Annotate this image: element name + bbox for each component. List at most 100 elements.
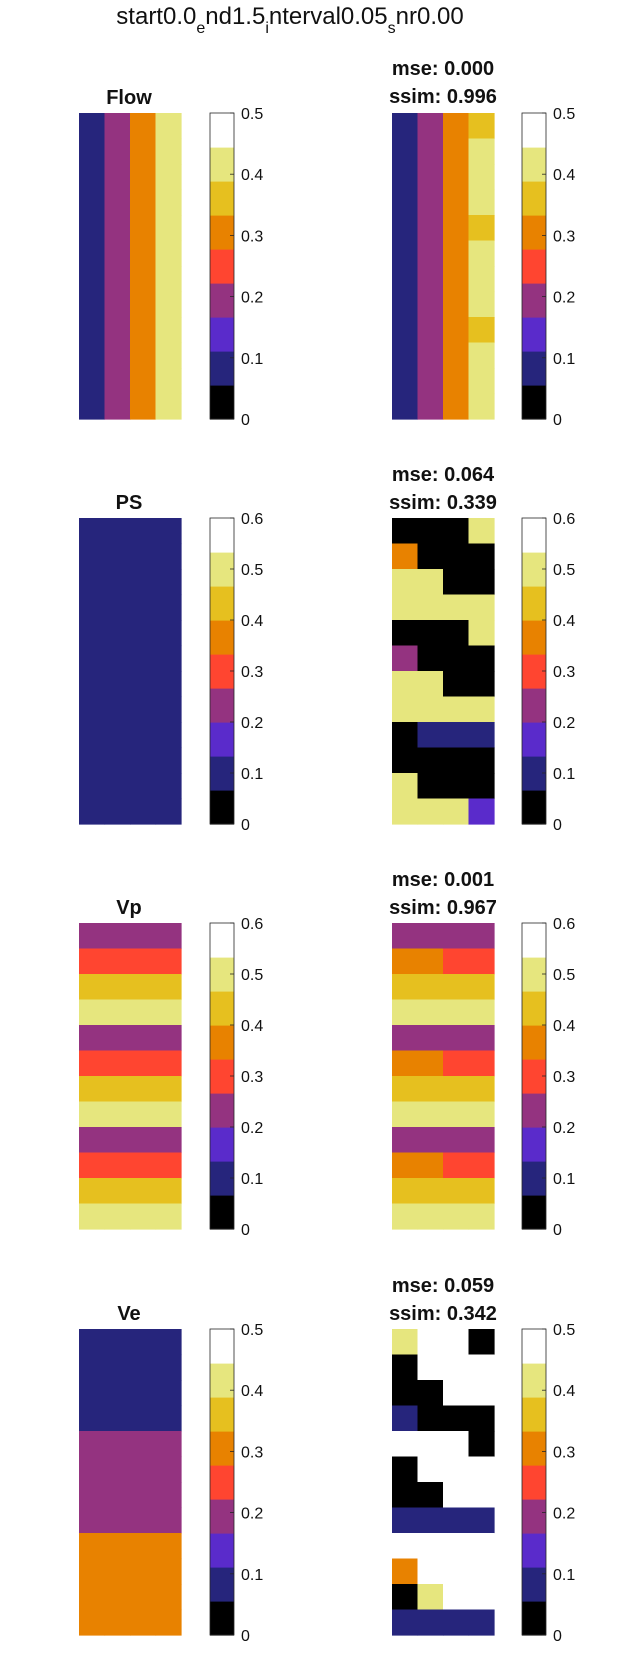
colorbar-tick-label: 0.1 bbox=[241, 351, 263, 368]
heatmap-cell bbox=[130, 240, 157, 267]
heatmap-cell bbox=[392, 645, 419, 672]
heatmap-cell bbox=[79, 393, 106, 420]
colorbar-swatch bbox=[522, 1465, 546, 1500]
heatmap-cell bbox=[130, 747, 157, 774]
heatmap-cell bbox=[79, 1482, 106, 1509]
heatmap-cell bbox=[468, 1152, 495, 1179]
heatmap-cell bbox=[130, 1507, 157, 1534]
heatmap-cell bbox=[79, 594, 106, 621]
heatmap-cell bbox=[130, 569, 157, 596]
heatmap-cell bbox=[468, 215, 495, 242]
colorbar-swatch bbox=[210, 586, 234, 621]
heatmap-cell bbox=[155, 291, 182, 318]
heatmap-cell bbox=[130, 999, 157, 1026]
heatmap-cell bbox=[392, 1025, 419, 1052]
heatmap-cell bbox=[79, 543, 106, 570]
heatmap-cell bbox=[443, 999, 470, 1026]
heatmap-cell bbox=[417, 1584, 444, 1611]
heatmap-cell bbox=[155, 113, 182, 140]
heatmap-cell bbox=[130, 518, 157, 545]
panel-mse: mse: 0.000 bbox=[392, 58, 494, 80]
colorbar-swatch bbox=[522, 991, 546, 1026]
heatmap-cell bbox=[468, 1431, 495, 1458]
heatmap-cell bbox=[79, 747, 106, 774]
colorbar-swatch bbox=[210, 1465, 234, 1500]
heatmap-cell bbox=[417, 923, 444, 950]
heatmap-cell bbox=[392, 113, 419, 140]
colorbar-tick-label: 0.4 bbox=[553, 167, 575, 184]
heatmap-cell bbox=[155, 1354, 182, 1381]
heatmap-cell bbox=[104, 1152, 131, 1179]
heatmap-cell bbox=[392, 1354, 419, 1381]
heatmap-cell bbox=[155, 594, 182, 621]
heatmap-cell bbox=[155, 164, 182, 191]
colorbar-swatch bbox=[522, 1363, 546, 1398]
heatmap-cell bbox=[392, 368, 419, 395]
heatmap-cell bbox=[468, 1584, 495, 1611]
heatmap-cell bbox=[130, 368, 157, 395]
heatmap-cell bbox=[155, 1101, 182, 1128]
heatmap-cell bbox=[392, 773, 419, 800]
heatmap-flow-truth bbox=[79, 113, 182, 420]
heatmap-cell bbox=[79, 215, 106, 242]
heatmap-cell bbox=[468, 393, 495, 420]
heatmap-cell bbox=[417, 266, 444, 293]
heatmap-cell bbox=[443, 317, 470, 344]
colorbar-swatch bbox=[210, 1025, 234, 1060]
heatmap-cell bbox=[155, 1380, 182, 1407]
heatmap-cell bbox=[104, 543, 131, 570]
colorbar-frame bbox=[521, 112, 547, 420]
heatmap-cell bbox=[104, 393, 131, 420]
figure-title-subscript: e bbox=[196, 20, 205, 37]
heatmap-cell bbox=[79, 368, 106, 395]
colorbar-ps-estimate: 0 0.1 0.2 0.3 0.4 0.5 0.6 bbox=[521, 511, 575, 834]
heatmap-cell bbox=[417, 189, 444, 216]
heatmap-cell bbox=[468, 974, 495, 1001]
heatmap-cell bbox=[130, 1050, 157, 1077]
heatmap-cell bbox=[392, 1507, 419, 1534]
heatmap-cell bbox=[155, 1329, 182, 1356]
heatmap-cell bbox=[130, 342, 157, 369]
colorbar-tick-label: 0 bbox=[553, 1222, 562, 1239]
heatmap-cell bbox=[392, 240, 419, 267]
heatmap-cell bbox=[130, 798, 157, 825]
heatmap-cell bbox=[130, 1329, 157, 1356]
heatmap-cell bbox=[443, 240, 470, 267]
colorbar-tick-label: 0.3 bbox=[241, 1444, 263, 1461]
heatmap-cell bbox=[417, 773, 444, 800]
heatmap-cell bbox=[155, 317, 182, 344]
colorbar-swatch bbox=[522, 147, 546, 182]
heatmap-cell bbox=[79, 671, 106, 698]
colorbar-swatch bbox=[210, 518, 234, 553]
panel-title: Vp bbox=[116, 897, 142, 919]
colorbar-tick-label: 0.3 bbox=[553, 664, 575, 681]
colorbar-tick-label: 0 bbox=[241, 1628, 250, 1645]
heatmap-cell bbox=[79, 1456, 106, 1483]
heatmap-cell bbox=[79, 948, 106, 975]
colorbar-swatch bbox=[522, 620, 546, 655]
heatmap-cell bbox=[468, 696, 495, 723]
figure-title-part: nterval0.05 bbox=[269, 3, 388, 30]
heatmap-cell bbox=[443, 671, 470, 698]
heatmap-cell bbox=[155, 1507, 182, 1534]
heatmap-cell bbox=[468, 798, 495, 825]
heatmap-cell bbox=[104, 1025, 131, 1052]
heatmap-cell bbox=[130, 1405, 157, 1432]
heatmap-cell bbox=[155, 1482, 182, 1509]
heatmap-cell bbox=[417, 1558, 444, 1585]
heatmap-cell bbox=[392, 747, 419, 774]
heatmap-cell bbox=[130, 671, 157, 698]
colorbar-flow-estimate: 0 0.1 0.2 0.3 0.4 0.5 bbox=[521, 106, 575, 429]
heatmap-cell bbox=[130, 645, 157, 672]
colorbar-tick-label: 0.5 bbox=[241, 967, 263, 984]
colorbar-swatch bbox=[522, 351, 546, 386]
heatmap-cell bbox=[130, 138, 157, 165]
heatmap-cell bbox=[79, 1076, 106, 1103]
colorbar-tick-label: 0.1 bbox=[553, 1171, 575, 1188]
colorbar-swatch bbox=[522, 1533, 546, 1568]
colorbar-tick-label: 0.5 bbox=[553, 1322, 575, 1339]
heatmap-cell bbox=[104, 1380, 131, 1407]
heatmap-cell bbox=[443, 291, 470, 318]
heatmap-cell bbox=[417, 518, 444, 545]
heatmap-cell bbox=[130, 1127, 157, 1154]
